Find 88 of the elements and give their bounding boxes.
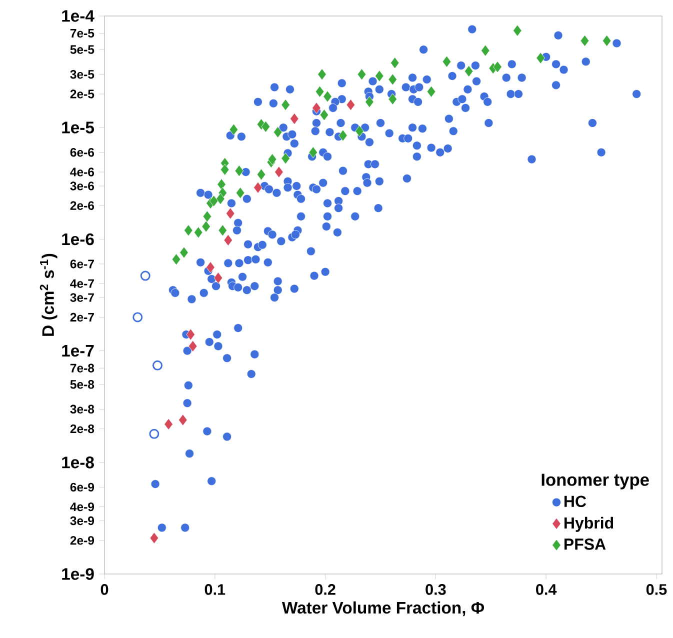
point	[218, 224, 228, 236]
point	[281, 99, 290, 111]
x-axis-title: Water Volume Fraction, Φ	[282, 601, 484, 616]
y-tick-label: 7e-8	[70, 364, 94, 372]
point	[140, 270, 150, 281]
y-tick-label: 6e-6	[70, 148, 94, 157]
point	[226, 208, 235, 220]
point	[512, 24, 522, 36]
y-tick-label: 1e-6	[62, 233, 94, 246]
point	[224, 234, 233, 246]
y-axis-title: D (cm$^{2}$ s$^{-1}$)	[40, 254, 58, 336]
x-tick-label: 0.1	[204, 584, 226, 595]
point	[274, 166, 284, 178]
legend-label: PFSA	[564, 538, 606, 550]
y-tick-label: 6e-9	[70, 482, 94, 492]
y-tick-label: 3e-6	[70, 182, 94, 190]
point	[256, 168, 266, 180]
point	[178, 414, 188, 426]
point	[464, 65, 474, 78]
y-tick-label: 4e-6	[70, 168, 94, 176]
point	[480, 44, 490, 56]
y-tick-label: 4e-9	[70, 502, 94, 512]
x-tick-label: 0.5	[646, 584, 667, 595]
point	[216, 193, 225, 205]
point	[315, 86, 324, 98]
point	[172, 254, 181, 266]
point	[152, 360, 163, 370]
point	[323, 90, 332, 102]
point	[254, 182, 262, 194]
legend-label: Hybrid	[564, 516, 614, 532]
point	[202, 210, 212, 222]
point	[273, 126, 282, 138]
point	[442, 56, 452, 68]
point	[220, 164, 230, 176]
point	[180, 246, 188, 258]
point	[580, 34, 590, 47]
x-tick-label: 0.2	[315, 584, 336, 595]
point	[318, 68, 326, 80]
y-tick-label: 1e-9	[62, 568, 94, 580]
y-tick-label: 3e-5	[70, 70, 94, 79]
point	[493, 61, 502, 73]
point	[164, 418, 173, 430]
y-tick-label: 1e-8	[62, 456, 94, 468]
point	[346, 99, 356, 111]
point	[388, 74, 398, 86]
y-tick-label: 6e-7	[70, 260, 94, 268]
x-tick-label: 0	[100, 584, 108, 595]
point	[132, 312, 143, 322]
point	[149, 428, 160, 439]
point	[236, 187, 245, 199]
y-tick-label: 5e-8	[70, 380, 94, 389]
y-tick-label: 2e-6	[70, 201, 94, 210]
x-tick-label: 0.3	[426, 584, 446, 595]
point	[426, 86, 436, 98]
y-tick-label: 3e-8	[70, 404, 94, 414]
point	[234, 165, 244, 177]
point	[194, 226, 203, 238]
point	[374, 70, 384, 82]
y-tick-label: 5e-5	[70, 45, 94, 54]
x-tick-label: 0.4	[536, 584, 557, 595]
point	[184, 224, 193, 236]
y-tick-label: 2e-7	[70, 312, 94, 322]
point	[268, 154, 277, 166]
y-tick-label: 1e-5	[62, 122, 94, 134]
point	[320, 109, 329, 121]
legend-label: HC	[564, 496, 586, 508]
point	[202, 220, 210, 232]
y-tick-label: 2e-8	[70, 424, 94, 434]
point	[214, 272, 223, 284]
point	[290, 112, 299, 125]
y-tick-label: 2e-9	[70, 536, 94, 545]
legend-title: Ionomer type	[542, 474, 649, 490]
point	[602, 34, 612, 47]
y-tick-label: 2e-5	[70, 90, 94, 98]
point	[229, 124, 238, 136]
y-tick-label: 4e-7	[70, 279, 94, 288]
y-tick-label: 3e-9	[70, 516, 94, 526]
point	[390, 57, 400, 69]
point	[357, 68, 366, 80]
point	[217, 178, 226, 190]
point	[261, 120, 270, 132]
point	[150, 532, 159, 544]
y-tick-label: 3e-7	[70, 293, 94, 302]
y-tick-label: 1e-7	[62, 345, 94, 357]
point	[188, 340, 198, 352]
y-tick-label: 1e-4	[62, 10, 94, 22]
point	[209, 195, 218, 207]
y-tick-label: 7e-5	[70, 29, 94, 38]
